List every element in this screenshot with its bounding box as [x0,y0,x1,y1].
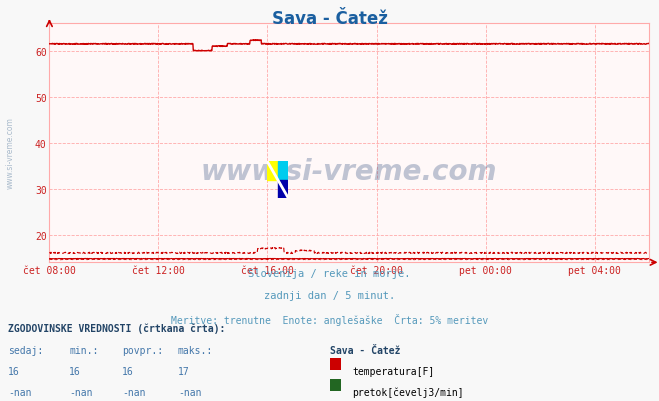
Text: -nan: -nan [8,387,32,397]
Text: 16: 16 [8,366,20,376]
Bar [277,162,288,180]
Text: -nan: -nan [178,387,202,397]
Text: sedaj:: sedaj: [8,345,43,355]
Text: maks.:: maks.: [178,345,213,355]
Text: Meritve: trenutne  Enote: anglešaške  Črta: 5% meritev: Meritve: trenutne Enote: anglešaške Črta… [171,313,488,325]
Text: 17: 17 [178,366,190,376]
Text: ZGODOVINSKE VREDNOSTI (črtkana črta):: ZGODOVINSKE VREDNOSTI (črtkana črta): [8,323,225,333]
Text: 16: 16 [122,366,134,376]
Text: -nan: -nan [122,387,146,397]
Text: min.:: min.: [69,345,99,355]
Text: www.si-vreme.com: www.si-vreme.com [5,117,14,188]
Text: zadnji dan / 5 minut.: zadnji dan / 5 minut. [264,291,395,301]
Text: Sava - Čatež: Sava - Čatež [272,10,387,28]
Text: -nan: -nan [69,387,93,397]
Bar [277,180,288,198]
Text: 16: 16 [69,366,81,376]
Text: Sava - Čatež: Sava - Čatež [330,345,400,355]
Bar [267,162,277,180]
Text: www.si-vreme.com: www.si-vreme.com [201,158,498,186]
Text: povpr.:: povpr.: [122,345,163,355]
Text: Slovenija / reke in morje.: Slovenija / reke in morje. [248,269,411,279]
Text: temperatura[F]: temperatura[F] [353,366,435,376]
Text: pretok[čevelj3/min]: pretok[čevelj3/min] [353,387,464,397]
